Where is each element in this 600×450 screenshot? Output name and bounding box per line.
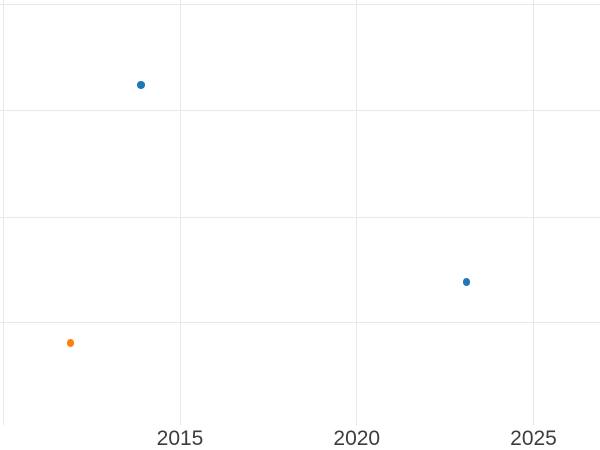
vertical-gridline: [179, 0, 181, 425]
x-tick-label: 2015: [156, 427, 204, 450]
vertical-gridline: [356, 0, 358, 425]
vertical-gridline: [2, 0, 4, 425]
x-axis: 2015 2020 2025: [0, 425, 600, 450]
horizontal-gridline: [0, 3, 600, 5]
orange-series-data-point: [66, 339, 75, 347]
vertical-gridline: [533, 0, 534, 425]
horizontal-gridline: [0, 109, 600, 111]
x-tick-label: 2025: [510, 427, 557, 450]
plot-area: [0, 0, 600, 425]
blue-series-data-point: [462, 278, 471, 286]
horizontal-gridline: [0, 321, 600, 323]
blue-series-data-point: [137, 81, 145, 89]
x-tick-label: 2020: [333, 427, 381, 450]
horizontal-gridline: [0, 216, 600, 218]
